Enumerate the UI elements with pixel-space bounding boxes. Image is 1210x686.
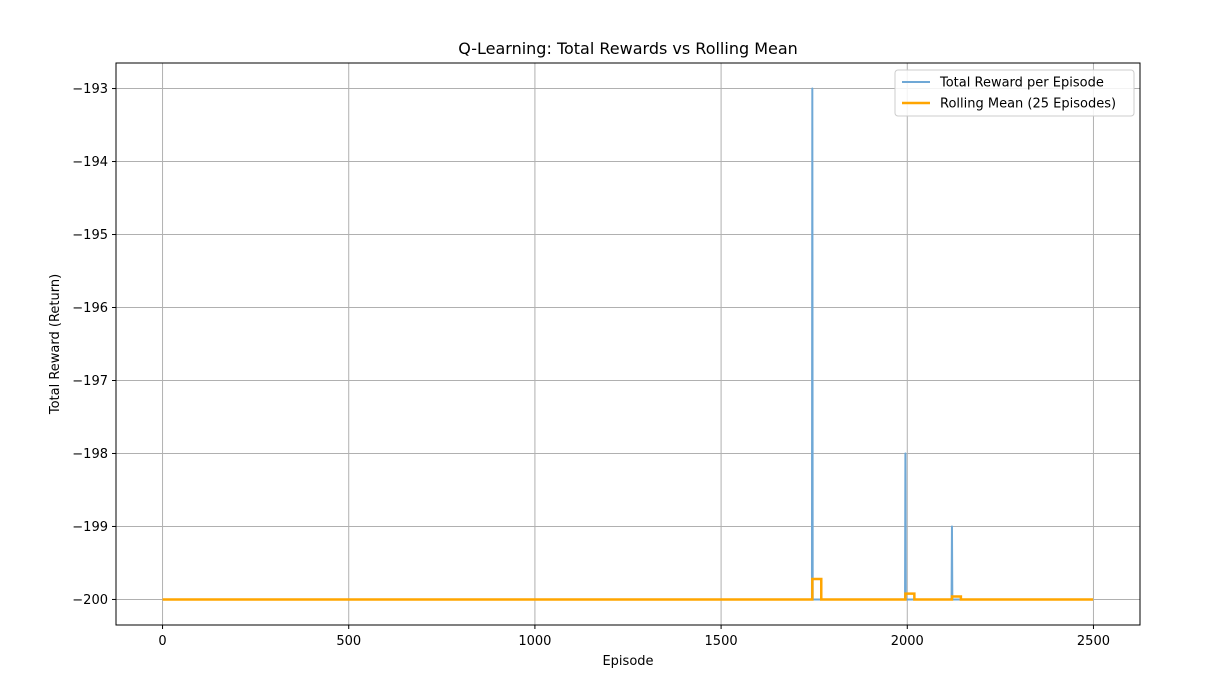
chart-title: Q-Learning: Total Rewards vs Rolling Mea…	[458, 39, 798, 58]
plot-frame	[115, 62, 1141, 626]
y-tick-label: −200	[72, 593, 108, 608]
x-axis-label: Episode	[602, 654, 653, 669]
x-tick-label: 0	[158, 634, 166, 649]
legend-label-total-reward: Total Reward per Episode	[939, 76, 1104, 91]
legend-box	[894, 69, 1135, 117]
series-layer	[162, 87, 1094, 601]
ticks: 0 500 1000 1500 2000 2500 −193 −194 −195 −196 −197…	[72, 82, 1110, 649]
y-tick-label: −196	[72, 301, 108, 316]
x-tick-label: 2500	[1077, 634, 1110, 649]
y-tick-label: −197	[72, 374, 108, 389]
x-tick-label: 1000	[518, 634, 551, 649]
x-tick-label: 500	[336, 634, 361, 649]
y-tick-label: −194	[72, 155, 108, 170]
y-tick-label: −193	[72, 82, 108, 97]
y-tick-label: −195	[72, 228, 108, 243]
legend: Total Reward per Episode Rolling Mean (2…	[894, 69, 1135, 117]
y-tick-label: −198	[72, 447, 108, 462]
y-axis-label: Total Reward (Return)	[48, 274, 63, 415]
y-tick-label: −199	[72, 520, 108, 535]
x-tick-label: 2000	[891, 634, 924, 649]
legend-label-rolling-mean: Rolling Mean (25 Episodes)	[940, 97, 1116, 112]
series-rolling-mean-line	[162, 577, 1094, 601]
x-tick-label: 1500	[705, 634, 738, 649]
series-total-reward-line	[162, 87, 1094, 601]
